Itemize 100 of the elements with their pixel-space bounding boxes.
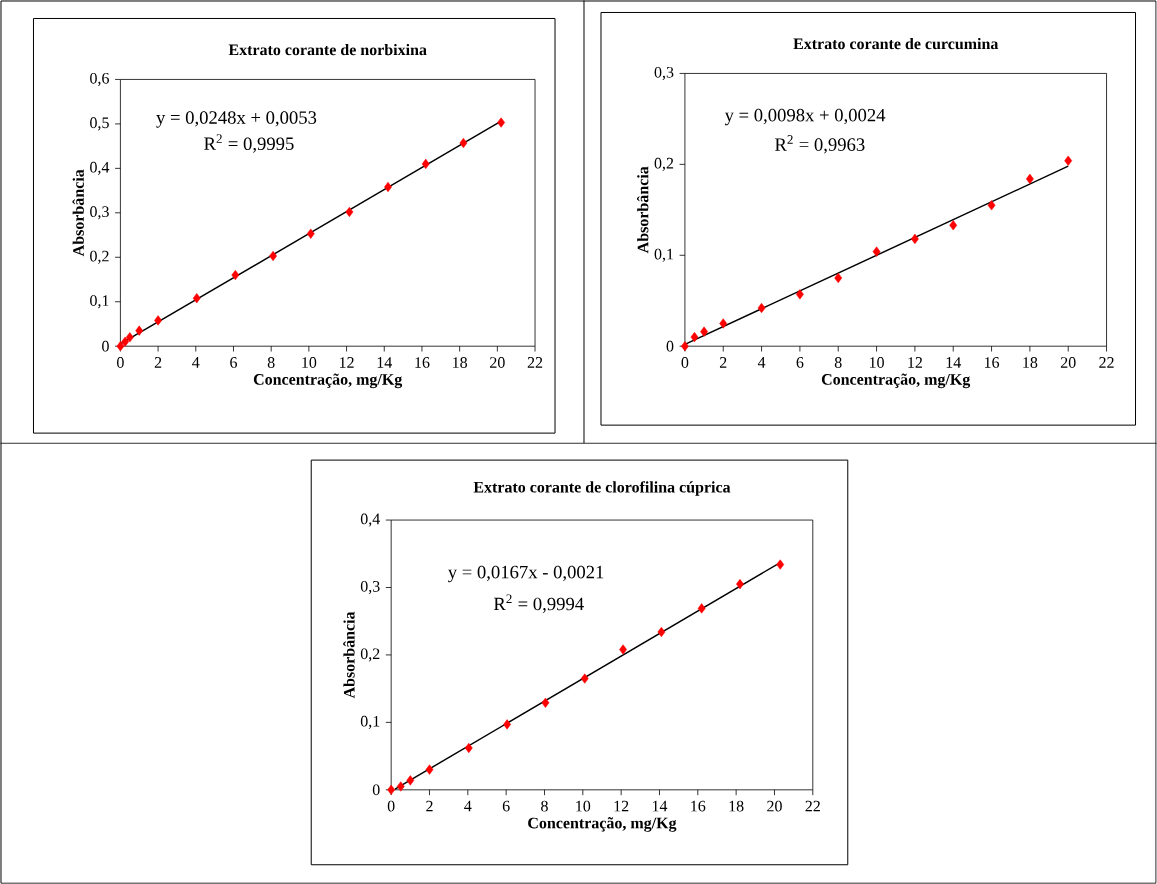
x-axis-title: Concentração, mg/Kg [253, 373, 403, 389]
point [657, 627, 666, 638]
x-tick-label: 4 [192, 357, 200, 368]
point [459, 138, 468, 149]
point [421, 158, 430, 170]
x-tick-label: 10 [576, 800, 591, 812]
point [987, 200, 996, 211]
x-tick-label: 18 [1023, 357, 1038, 369]
x-tick-label: 20 [1060, 357, 1076, 369]
point [135, 325, 144, 336]
x-tick-label: 14 [377, 357, 393, 368]
point [231, 270, 240, 281]
x-tick-label: 16 [984, 357, 1000, 368]
point [834, 273, 843, 284]
x-tick-label: 12 [908, 357, 922, 368]
annotation: R$^{2}$ = 0,9995 [204, 134, 294, 153]
point [541, 697, 550, 709]
point [396, 781, 405, 792]
point [269, 251, 277, 262]
point [154, 315, 162, 326]
x-axis-title: Concentração, mg/Kg [821, 373, 971, 389]
point [192, 293, 201, 304]
x-tick-label: 12 [614, 800, 629, 812]
x-tick-label: 0 [117, 357, 124, 369]
point [690, 332, 699, 343]
y-tick-label: 0,3 [90, 206, 109, 220]
point [464, 743, 473, 754]
x-tick-label: 16 [691, 800, 706, 812]
x-tick-label: 10 [302, 357, 317, 369]
point [425, 764, 434, 775]
x-tick-label: 0 [387, 800, 395, 812]
x-tick-label: 8 [834, 357, 842, 369]
y-tick-label: 0 [666, 340, 674, 352]
y-tick-label: 0 [372, 784, 380, 796]
x-tick-label: 0 [681, 357, 689, 369]
point [619, 644, 627, 655]
annotation: y = 0,0167x - 0,0021 [448, 565, 604, 583]
annotation: y = 0,0098x + 0,0024 [724, 108, 886, 126]
point [949, 220, 958, 231]
x-tick-label: 4 [757, 357, 766, 368]
x-tick-label: 6 [796, 357, 804, 368]
point [1064, 155, 1073, 166]
x-tick-label: 16 [415, 357, 430, 368]
point [306, 228, 315, 239]
point [580, 673, 589, 684]
x-tick-label: 2 [719, 357, 727, 368]
point [681, 341, 689, 352]
point [719, 318, 728, 329]
point [121, 336, 129, 347]
point [503, 719, 511, 730]
y-tick-label: 0,3 [654, 67, 674, 81]
chart-title: Extrato corante de curcumina [793, 38, 999, 50]
y-tick-label: 0,1 [90, 295, 109, 309]
x-tick-label: 14 [946, 357, 961, 368]
y-tick-label: 0 [102, 340, 109, 352]
y-tick-label: 0,4 [90, 161, 110, 176]
x-tick-label: 18 [453, 357, 468, 369]
annotation: y = 0,0248x + 0,0053 [156, 111, 317, 128]
y-tick-label: 0,5 [90, 117, 109, 131]
x-tick-label: 6 [230, 357, 238, 368]
point [406, 775, 415, 786]
point [776, 559, 785, 570]
y-tick-label: 0,2 [654, 157, 674, 172]
point [384, 182, 392, 193]
chart-title: Extrato corante de norbixina [228, 44, 427, 56]
x-tick-label: 22 [805, 800, 820, 812]
point [872, 246, 881, 257]
point [757, 303, 766, 314]
annotation: R$^{2}$ = 0,9963 [775, 135, 865, 154]
y-tick-label: 0,2 [90, 250, 109, 264]
y-tick-label: 0,1 [654, 248, 674, 262]
y-tick-label: 0,3 [360, 581, 380, 595]
point [700, 326, 708, 337]
x-tick-label: 22 [1099, 357, 1114, 368]
point [387, 784, 396, 796]
y-tick-label: 0,2 [360, 648, 380, 662]
x-tick-label: 6 [502, 800, 510, 812]
y-axis-title: Absorbância [637, 166, 649, 254]
y-tick-label: 0,6 [90, 73, 109, 87]
x-tick-label: 4 [464, 800, 472, 812]
point [116, 341, 125, 352]
x-tick-label: 10 [869, 357, 884, 369]
point [497, 117, 505, 128]
x-tick-label: 22 [527, 357, 543, 368]
x-tick-label: 2 [426, 800, 433, 812]
x-axis-title: Concentração, mg/Kg [528, 817, 677, 832]
x-tick-label: 8 [541, 800, 548, 812]
x-tick-label: 8 [267, 357, 275, 369]
y-tick-label: 0,4 [360, 513, 380, 527]
point [125, 332, 134, 343]
point [697, 603, 706, 614]
x-tick-label: 2 [154, 357, 162, 368]
point [796, 289, 804, 300]
x-tick-label: 18 [729, 800, 744, 812]
x-tick-label: 20 [767, 800, 782, 812]
point [736, 579, 744, 590]
chart-title: Extrato corante de clorofilina cúprica [473, 481, 731, 496]
point [345, 206, 354, 218]
y-tick-label: 0,1 [360, 715, 380, 730]
x-tick-label: 14 [652, 800, 668, 812]
